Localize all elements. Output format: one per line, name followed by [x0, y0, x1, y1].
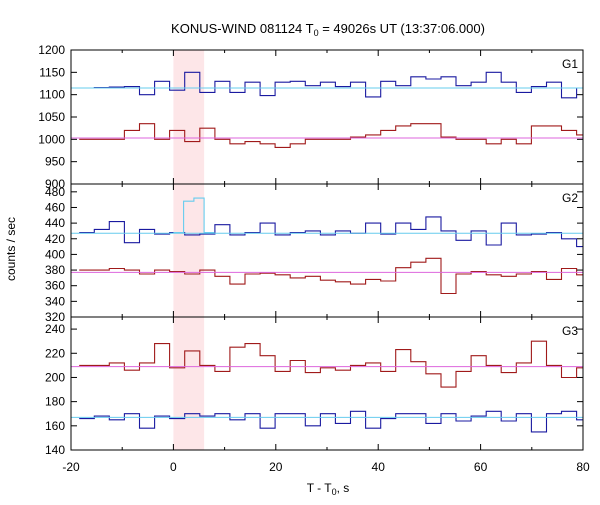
y-tick-label-G3: 200 [45, 370, 65, 384]
y-tick-label-G3: 220 [45, 346, 65, 360]
y-tick-label-G3: 240 [45, 322, 65, 336]
chart-title-prefix: KONUS-WIND 081124 T [171, 21, 314, 36]
y-tick-label-G1: 1150 [39, 65, 65, 79]
series-lower-G2 [79, 257, 583, 295]
y-tick-label-G2: 440 [45, 216, 65, 230]
chart-title-suffix: = 49026s UT (13:37:06.000) [319, 21, 485, 36]
y-tick-label-G1: 1100 [39, 88, 65, 102]
x-tick-label: 60 [474, 460, 488, 474]
series-upper-G1 [79, 71, 583, 99]
panel-label-G2: G2 [562, 191, 578, 205]
y-tick-label-G1: 1200 [38, 43, 65, 57]
y-tick-label-G2: 340 [45, 294, 65, 308]
y-tick-label-G2: 320 [45, 310, 65, 324]
series-lower-G3 [79, 340, 583, 388]
x-tick-label: 40 [372, 460, 386, 474]
x-axis-label: T - T0, s [307, 481, 350, 497]
y-tick-label-G1: 950 [45, 155, 65, 169]
x-tick-label: -20 [62, 460, 80, 474]
x-tick-label: 0 [170, 460, 177, 474]
y-tick-label-G1: 900 [45, 177, 65, 191]
panel-frame-G2 [70, 183, 584, 318]
highlight-band [173, 184, 205, 317]
y-tick-label-G2: 460 [45, 200, 65, 214]
chart-title: KONUS-WIND 081124 T0 = 49026s UT (13:37:… [171, 21, 485, 38]
y-tick-label-G2: 360 [45, 279, 65, 293]
x-axis-label-prefix: T - T [307, 481, 333, 495]
series-upper-G3 [79, 410, 583, 433]
y-tick-label-G3: 180 [45, 395, 65, 409]
y-tick-label-G3: 160 [45, 419, 65, 433]
series-upper-G2 [79, 216, 583, 248]
y-tick-label-G2: 420 [45, 232, 65, 246]
chart-title-sub: 0 [314, 28, 319, 38]
panel-frame-G1 [70, 49, 584, 185]
panel-label-G3: G3 [562, 324, 578, 338]
y-tick-label-G1: 1000 [38, 132, 65, 146]
x-axis-label-suffix: , s [337, 481, 350, 495]
y-tick-label-G2: 400 [45, 247, 65, 261]
highlight-band [173, 50, 205, 184]
y-tick-label-G2: 380 [45, 263, 65, 277]
x-tick-label: 20 [269, 460, 283, 474]
x-tick-label: 80 [576, 460, 590, 474]
highlight-band [173, 317, 205, 450]
y-tick-label-G3: 140 [45, 443, 65, 457]
y-axis-label: counts / sec [4, 217, 18, 281]
panel-label-G1: G1 [562, 57, 578, 71]
panel-frame-G3 [70, 316, 584, 451]
series-lower-G1 [79, 123, 583, 148]
y-tick-label-G2: 480 [45, 185, 65, 199]
x-axis-label-sub: 0 [332, 487, 337, 497]
series-burst-G2 [173, 197, 215, 234]
y-tick-label-G1: 1050 [38, 110, 65, 124]
